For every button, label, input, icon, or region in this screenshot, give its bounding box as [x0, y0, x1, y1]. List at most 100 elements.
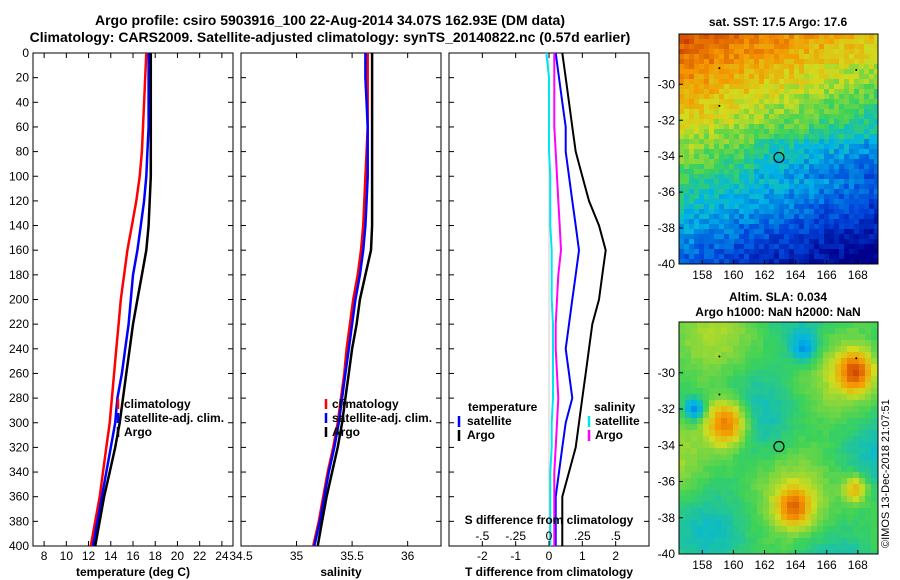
map-cell: [844, 99, 850, 105]
map-cell: [844, 114, 850, 120]
map-cell: [689, 49, 695, 55]
map-cell: [824, 244, 830, 250]
map-cell: [714, 239, 720, 245]
map-cell: [684, 134, 690, 140]
map-cell: [811, 370, 818, 377]
map-cell: [685, 502, 692, 509]
map-cell: [874, 34, 878, 40]
map-cell: [829, 194, 835, 200]
map-cell: [781, 520, 788, 527]
map-cell: [694, 144, 700, 150]
map-cell: [834, 154, 840, 160]
map-cell: [839, 184, 845, 190]
map-cell: [784, 99, 790, 105]
map-cell: [679, 460, 686, 467]
map-cell: [703, 424, 710, 431]
map-cell: [697, 472, 704, 479]
map-cell: [849, 44, 855, 50]
map-cell: [685, 448, 692, 455]
map-y-tick-label: -38: [658, 221, 676, 235]
map-cell: [854, 229, 860, 235]
map-cell: [684, 249, 690, 255]
map-cell: [864, 49, 870, 55]
map-cell: [789, 139, 795, 145]
map-cell: [689, 114, 695, 120]
map-cell: [703, 322, 710, 329]
map-cell: [849, 134, 855, 140]
map-cell: [811, 424, 818, 431]
map-cell: [814, 219, 820, 225]
map-cell: [814, 104, 820, 110]
map-cell: [844, 139, 850, 145]
map-cell: [749, 44, 755, 50]
map-frame-1: [678, 33, 879, 265]
map-cell: [769, 64, 775, 70]
map-cell: [784, 229, 790, 235]
map-cell: [697, 346, 704, 353]
map-cell: [784, 209, 790, 215]
map-cell: [804, 74, 810, 80]
map-cell: [841, 400, 848, 407]
map-cell: [699, 194, 705, 200]
map-cell: [774, 79, 780, 85]
map-cell: [829, 229, 835, 235]
map-cell: [763, 532, 770, 539]
map-cell: [769, 334, 776, 341]
map-cell: [784, 69, 790, 75]
map-cell: [781, 436, 788, 443]
map-cell: [865, 448, 872, 455]
map-cell: [779, 209, 785, 215]
map-cell: [727, 358, 734, 365]
map-cell: [714, 184, 720, 190]
map-cell: [684, 169, 690, 175]
map-cell: [759, 104, 765, 110]
map-cell: [874, 134, 878, 140]
map-cell: [719, 59, 725, 65]
map-cell: [809, 159, 815, 165]
map-cell: [779, 229, 785, 235]
map-cell: [699, 84, 705, 90]
map-cell: [781, 334, 788, 341]
map-cell: [781, 544, 788, 551]
map-cell: [769, 104, 775, 110]
map-cell: [854, 59, 860, 65]
map-cell: [709, 346, 716, 353]
map-cell: [691, 364, 698, 371]
map-cell: [769, 322, 776, 329]
map-cell: [789, 224, 795, 230]
map-cell: [715, 442, 722, 449]
map-cell: [787, 520, 794, 527]
map-cell: [804, 124, 810, 130]
map-cell: [729, 134, 735, 140]
map-cell: [805, 358, 812, 365]
map-cell: [819, 164, 825, 170]
map-cell: [759, 119, 765, 125]
map-cell: [704, 149, 710, 155]
map-cell: [709, 520, 716, 527]
map-cell: [775, 466, 782, 473]
map-cell: [811, 400, 818, 407]
map-cell: [679, 74, 685, 80]
map-cell: [859, 159, 865, 165]
map-cell: [719, 119, 725, 125]
map-cell: [684, 184, 690, 190]
map-cell: [764, 154, 770, 160]
map-cell: [864, 229, 870, 235]
map-cell: [874, 69, 878, 75]
map-cell: [774, 124, 780, 130]
map-cell: [715, 520, 722, 527]
map-cell: [794, 194, 800, 200]
map-cell: [789, 134, 795, 140]
map-cell: [685, 520, 692, 527]
map-cell: [799, 436, 806, 443]
map-cell: [769, 358, 776, 365]
map-cell: [824, 204, 830, 210]
map-cell: [757, 544, 764, 551]
map-cell: [854, 144, 860, 150]
map-cell: [865, 490, 872, 497]
map-cell: [689, 154, 695, 160]
map-cell: [745, 502, 752, 509]
map-cell: [859, 129, 865, 135]
map-cell: [734, 154, 740, 160]
map-cell: [805, 340, 812, 347]
